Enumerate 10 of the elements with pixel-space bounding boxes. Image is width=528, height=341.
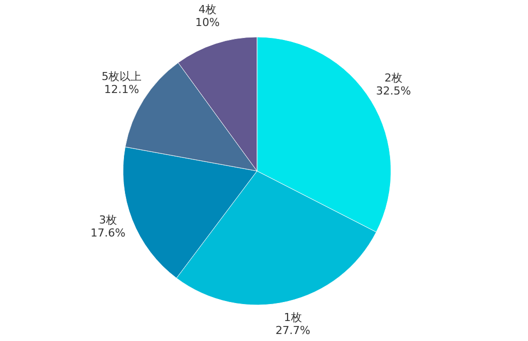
slice-label: 5枚以上 xyxy=(102,70,142,83)
slice-label: 4枚 xyxy=(198,2,217,16)
data-label: 12.1% xyxy=(104,82,140,96)
slice-label: 1枚 xyxy=(284,310,302,324)
data-label: 17.6% xyxy=(90,226,126,240)
data-label: 32.5% xyxy=(376,84,411,98)
data-label: 27.7% xyxy=(275,324,310,337)
data-label: 10% xyxy=(195,16,220,29)
slice-label: 3枚 xyxy=(98,213,117,226)
slice-label: 2枚 xyxy=(384,72,403,85)
